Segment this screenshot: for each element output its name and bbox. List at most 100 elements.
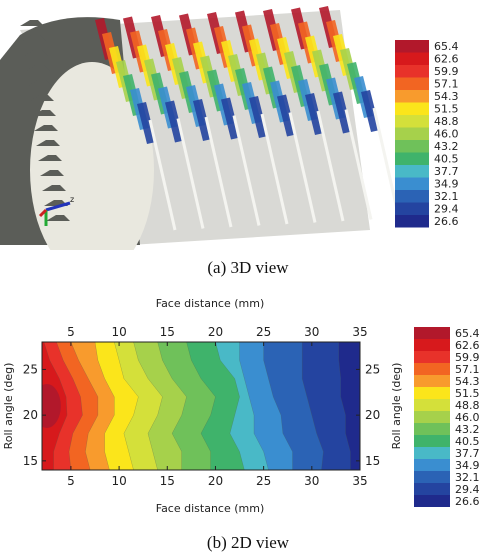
x-axis-label-top: Face distance (mm) — [156, 297, 265, 310]
axis-label-z: z — [70, 195, 74, 204]
colorbar-label: 59.9 — [434, 65, 459, 78]
tooth-flank-line — [288, 112, 317, 223]
colorbar-label: 57.1 — [434, 78, 459, 91]
gear-tooth — [38, 155, 62, 161]
axis-triad: z — [38, 195, 74, 226]
colorbar-swatch — [414, 327, 450, 339]
colorbar-label: 26.6 — [434, 215, 459, 228]
x-tick-label-bottom: 20 — [208, 474, 223, 488]
y-tick-label-right: 25 — [365, 362, 380, 376]
colorbar-swatch — [414, 459, 450, 471]
colorbar-label: 59.9 — [455, 351, 480, 364]
x-tick-label-bottom: 10 — [111, 474, 126, 488]
colorbar-label: 48.8 — [434, 115, 459, 128]
colorbar-label: 37.7 — [434, 165, 459, 178]
y-tick-label-left: 15 — [23, 454, 38, 468]
colorbar-label: 65.4 — [455, 327, 480, 340]
colorbar-label: 26.6 — [455, 495, 480, 508]
colorbar-label: 32.1 — [434, 190, 459, 203]
tooth-stripe-segment — [165, 100, 184, 143]
colorbar-swatch — [414, 351, 450, 363]
tooth-flank-line — [372, 107, 401, 219]
x-tick-label-top: 30 — [304, 325, 319, 339]
x-tick-label-top: 20 — [208, 325, 223, 339]
colorbar-label: 65.4 — [434, 40, 459, 53]
gear-tooth — [32, 110, 56, 116]
gear-3d-render — [0, 0, 401, 250]
y-axis-label-left: Roll angle (deg) — [2, 363, 15, 450]
tooth-stripe-segment — [221, 97, 240, 140]
gear-tooth — [46, 215, 70, 221]
colorbar-swatch — [395, 215, 429, 228]
tooth-flank-line — [260, 113, 289, 225]
tooth-stripe-segment — [305, 93, 324, 135]
caption-2d-view: (b) 2D view — [206, 533, 290, 552]
colorbar-label: 46.0 — [434, 128, 459, 141]
colorbar-3d: 65.462.659.957.154.351.548.846.043.240.5… — [395, 40, 459, 228]
colorbar-swatch — [414, 435, 450, 447]
tooth-flank-line — [176, 118, 205, 229]
colorbar-swatch — [414, 447, 450, 459]
caption-3d-view: (a) 3D view — [207, 258, 289, 277]
colorbar-label: 29.4 — [434, 203, 459, 216]
x-tick-label-top: 10 — [111, 325, 126, 339]
x-tick-label-bottom: 25 — [256, 474, 271, 488]
colorbar-label: 40.5 — [434, 153, 459, 166]
colorbar-swatch — [395, 127, 429, 140]
x-tick-label-bottom: 35 — [352, 474, 367, 488]
x-tick-label-bottom: 5 — [67, 474, 75, 488]
colorbar-label: 62.6 — [455, 339, 480, 352]
contour-peak — [42, 384, 61, 428]
colorbar-swatch — [414, 363, 450, 375]
colorbar-label: 51.5 — [455, 387, 480, 400]
y-axis-label-right: Roll angle (deg) — [390, 363, 403, 450]
tooth-contact-stripes — [95, 6, 401, 231]
x-tick-label-top: 15 — [160, 325, 175, 339]
gear-tooth — [22, 35, 46, 41]
colorbar-label: 46.0 — [455, 411, 480, 424]
colorbar-swatch — [395, 165, 429, 178]
colorbar-label: 43.2 — [455, 423, 480, 436]
gear-tooth — [42, 185, 66, 191]
colorbar-label: 37.7 — [455, 447, 480, 460]
colorbar-swatch — [414, 495, 450, 507]
x-tick-label-top: 25 — [256, 325, 271, 339]
colorbar-swatch — [414, 483, 450, 495]
colorbar-label: 57.1 — [455, 363, 480, 376]
tooth-flank-line — [148, 119, 177, 231]
y-tick-label-left: 20 — [23, 408, 38, 422]
colorbar-swatch — [414, 471, 450, 483]
tooth-stripe-segment — [193, 99, 212, 141]
x-tick-label-bottom: 30 — [304, 474, 319, 488]
colorbar-label: 32.1 — [455, 471, 480, 484]
tooth-stripe-segment — [249, 96, 268, 138]
gear-tooth — [26, 65, 50, 71]
x-tick-label-top: 5 — [67, 325, 75, 339]
x-tick-label-top: 35 — [352, 325, 367, 339]
colorbar-label: 34.9 — [434, 178, 459, 191]
x-axis-label-bottom: Face distance (mm) — [156, 502, 265, 515]
colorbar-swatch — [395, 77, 429, 90]
colorbar-swatch — [414, 399, 450, 411]
colorbar-swatch — [395, 40, 429, 53]
colorbar-swatch — [395, 90, 429, 103]
y-tick-label-right: 15 — [365, 454, 380, 468]
colorbar-label: 62.6 — [434, 53, 459, 66]
tooth-flank-line — [204, 116, 233, 228]
colorbar-swatch — [395, 190, 429, 203]
colorbar-label: 40.5 — [455, 435, 480, 448]
colorbar-swatch — [395, 65, 429, 78]
colorbar-swatch — [414, 387, 450, 399]
gear-tooth — [34, 125, 58, 131]
colorbar-2d: 65.462.659.957.154.351.548.846.043.240.5… — [414, 327, 480, 508]
gear-tooth — [30, 95, 54, 101]
colorbar-swatch — [395, 177, 429, 190]
tooth-flank-line — [344, 109, 373, 220]
y-tick-label-left: 25 — [23, 362, 38, 376]
gear-tooth — [40, 170, 64, 176]
colorbar-label: 29.4 — [455, 483, 480, 496]
gear-tooth — [20, 20, 44, 26]
y-tick-label-right: 20 — [365, 408, 380, 422]
colorbar-swatch — [395, 102, 429, 115]
tooth-stripe-segment — [333, 91, 352, 134]
